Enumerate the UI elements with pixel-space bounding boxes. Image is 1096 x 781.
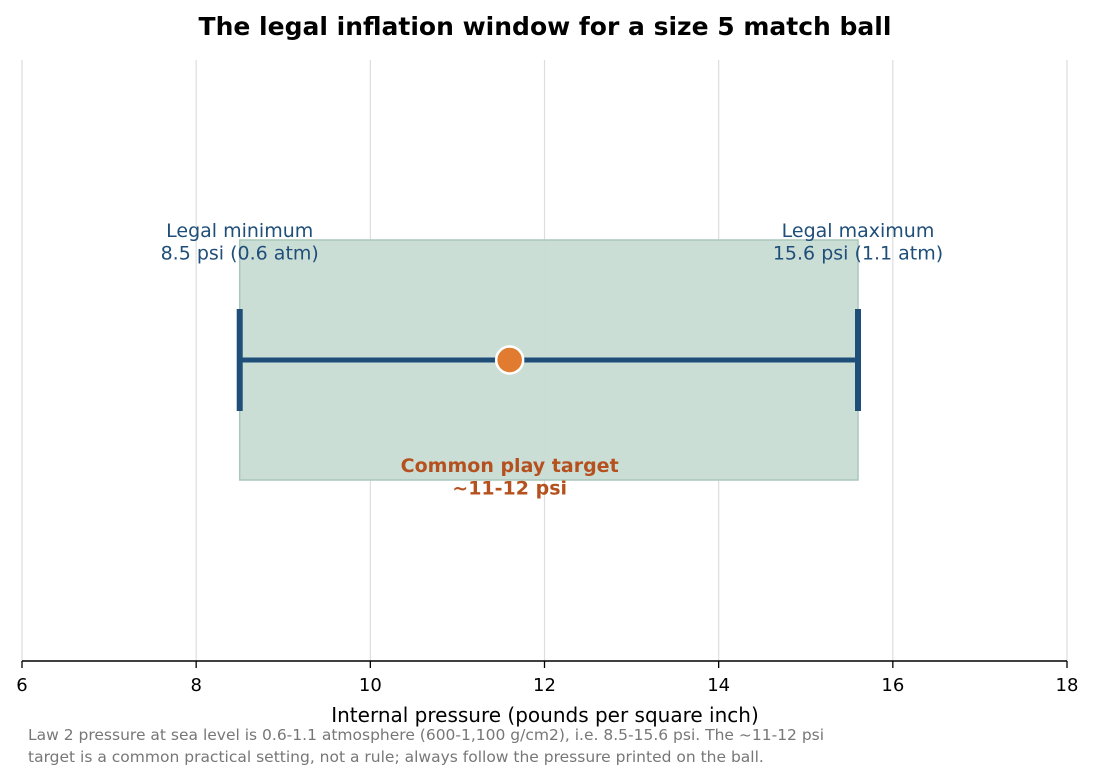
chart-title: The legal inflation window for a size 5 … [199, 12, 892, 41]
target-label: ~11-12 psi [452, 478, 567, 500]
target-marker [494, 345, 525, 375]
legal-range-layer [236, 309, 861, 411]
legal-maximum-label: 15.6 psi (1.1 atm) [773, 243, 943, 265]
footnote-line: target is a common practical setting, no… [28, 747, 764, 766]
target-label: Common play target [401, 455, 619, 477]
x-tick-label: 10 [359, 675, 382, 696]
x-tick-label: 18 [1056, 675, 1079, 696]
legal-maximum-label: Legal maximum [782, 220, 935, 242]
x-tick-label: 12 [533, 675, 556, 696]
x-axis: 6 8 10 12 14 16 18 [16, 660, 1079, 696]
legal-minimum-label: 8.5 psi (0.6 atm) [161, 243, 319, 265]
footnote: Law 2 pressure at sea level is 0.6-1.1 a… [28, 725, 1068, 768]
footnote-line: Law 2 pressure at sea level is 0.6-1.1 a… [28, 726, 825, 744]
legal-minimum-label: Legal minimum [166, 220, 313, 242]
x-tick-label: 14 [707, 675, 730, 696]
x-tick-label: 8 [190, 675, 201, 696]
x-tick-label: 6 [16, 675, 27, 696]
x-tick-label: 16 [881, 675, 904, 696]
x-axis-label: Internal pressure (pounds per square inc… [331, 703, 759, 727]
